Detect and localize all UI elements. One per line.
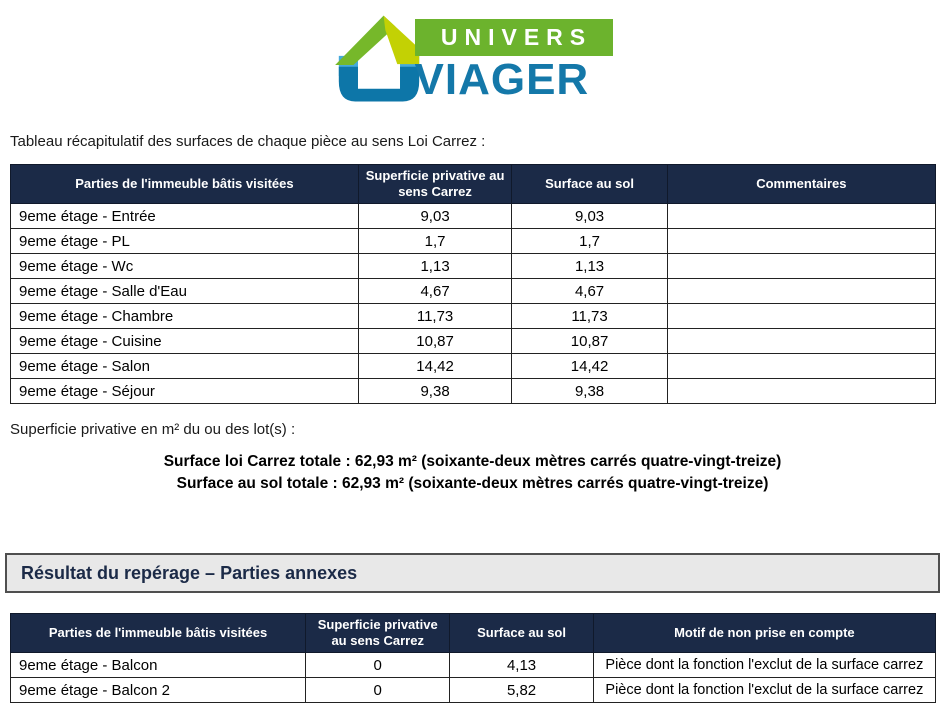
header-commentaires: Commentaires: [666, 164, 937, 204]
sol-value: 14,42: [511, 353, 668, 379]
carrez-value: 1,7: [357, 228, 513, 254]
carrez-surfaces-table: Parties de l'immeuble bâtis visitées Sup…: [10, 164, 937, 404]
logo-viager-label: VIAGER: [414, 55, 590, 104]
comment-cell-empty: [666, 253, 937, 279]
carrez-value: 11,73: [357, 303, 513, 329]
motif-value: Pièce dont la fonction l'exclut de la su…: [592, 677, 937, 703]
table-row: 9eme étage - Entrée 9,03 9,03: [10, 203, 937, 229]
room-name: 9eme étage - Chambre: [10, 303, 359, 329]
header-parties: Parties de l'immeuble bâtis visitées: [9, 613, 307, 653]
room-name: 9eme étage - Salle d'Eau: [10, 278, 359, 304]
sol-value: 9,38: [511, 378, 668, 404]
section-title-parties-annexes: Résultat du repérage – Parties annexes: [5, 553, 940, 593]
header-surface-sol: Surface au sol: [511, 164, 668, 204]
table-row: 9eme étage - PL 1,7 1,7: [10, 228, 937, 254]
carrez-value: 9,03: [357, 203, 513, 229]
table-row: 9eme étage - Cuisine 10,87 10,87: [10, 328, 937, 354]
header-superficie-carrez: Superficie privative au sens Carrez: [357, 164, 513, 204]
carrez-value: 10,87: [357, 328, 513, 354]
carrez-value: 9,38: [357, 378, 513, 404]
comment-cell-empty: [666, 303, 937, 329]
table-row: 9eme étage - Salon 14,42 14,42: [10, 353, 937, 379]
sol-value: 9,03: [511, 203, 668, 229]
comment-cell-empty: [666, 378, 937, 404]
table-row: 9eme étage - Balcon 0 4,13 Pièce dont la…: [9, 652, 937, 678]
sol-value: 4,67: [511, 278, 668, 304]
room-name: 9eme étage - Salon: [10, 353, 359, 379]
logo-text-block: UNIVERS VIAGER: [414, 19, 613, 104]
comment-cell-empty: [666, 228, 937, 254]
sol-value: 10,87: [511, 328, 668, 354]
room-name: 9eme étage - Balcon 2: [9, 677, 307, 703]
parties-annexes-table: Parties de l'immeuble bâtis visitées Sup…: [9, 613, 937, 703]
total-carrez-line: Surface loi Carrez totale : 62,93 m² (so…: [163, 453, 782, 470]
sol-value: 5,82: [449, 677, 594, 703]
univers-viager-logo: UNIVERS VIAGER: [0, 0, 945, 107]
room-name: 9eme étage - PL: [10, 228, 359, 254]
carrez-value: 4,67: [357, 278, 513, 304]
room-name: 9eme étage - Cuisine: [10, 328, 359, 354]
house-logo-icon: [334, 15, 419, 102]
header-superficie-carrez: Superficie privative au sens Carrez: [305, 613, 451, 653]
sol-value: 11,73: [511, 303, 668, 329]
table-row: 9eme étage - Salle d'Eau 4,67 4,67: [10, 278, 937, 304]
intro-text: Tableau récapitulatif des surfaces de ch…: [10, 133, 486, 150]
comment-cell-empty: [666, 203, 937, 229]
totals-block: Surface loi Carrez totale : 62,93 m² (so…: [0, 451, 945, 495]
sol-value: 1,7: [511, 228, 668, 254]
total-sol-line: Surface au sol totale : 62,93 m² (soixan…: [176, 475, 769, 492]
comment-cell-empty: [666, 353, 937, 379]
superficie-note: Superficie privative en m² du ou des lot…: [10, 421, 296, 438]
annex-table-header: Parties de l'immeuble bâtis visitées Sup…: [9, 613, 937, 653]
sol-value: 4,13: [449, 652, 594, 678]
table-row: 9eme étage - Balcon 2 0 5,82 Pièce dont …: [9, 677, 937, 703]
header-surface-sol: Surface au sol: [449, 613, 594, 653]
header-parties: Parties de l'immeuble bâtis visitées: [10, 164, 359, 204]
carrez-table-header: Parties de l'immeuble bâtis visitées Sup…: [10, 164, 937, 204]
motif-value: Pièce dont la fonction l'exclut de la su…: [592, 652, 937, 678]
logo-univers-label: UNIVERS: [414, 19, 613, 56]
table-row: 9eme étage - Wc 1,13 1,13: [10, 253, 937, 279]
table-row: 9eme étage - Séjour 9,38 9,38: [10, 378, 937, 404]
sol-value: 1,13: [511, 253, 668, 279]
carrez-value: 1,13: [357, 253, 513, 279]
comment-cell-empty: [666, 328, 937, 354]
carrez-value: 0: [305, 652, 451, 678]
header-motif: Motif de non prise en compte: [592, 613, 937, 653]
carrez-value: 0: [305, 677, 451, 703]
table-row: 9eme étage - Chambre 11,73 11,73: [10, 303, 937, 329]
room-name: 9eme étage - Wc: [10, 253, 359, 279]
comment-cell-empty: [666, 278, 937, 304]
room-name: 9eme étage - Balcon: [9, 652, 307, 678]
room-name: 9eme étage - Entrée: [10, 203, 359, 229]
room-name: 9eme étage - Séjour: [10, 378, 359, 404]
carrez-value: 14,42: [357, 353, 513, 379]
